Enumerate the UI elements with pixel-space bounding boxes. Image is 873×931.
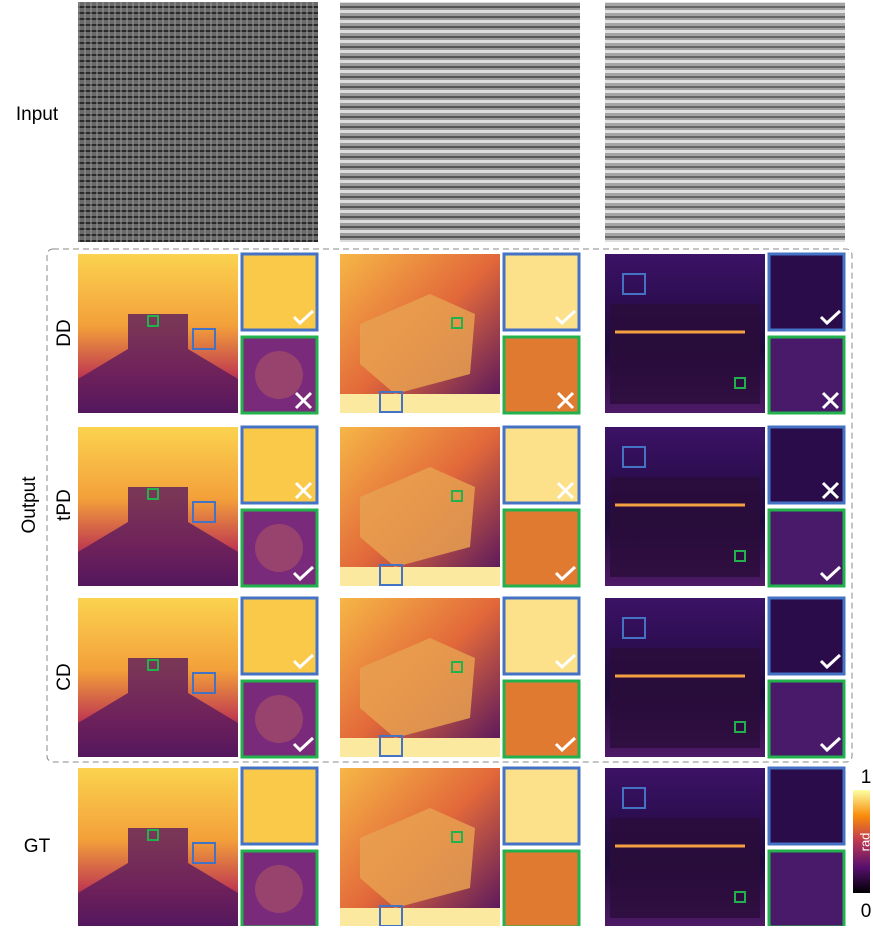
colorbar-min: 0	[861, 901, 872, 922]
figure: Input Output DD tPD CD GT 1 0 rad	[0, 0, 873, 926]
zoom-detail	[255, 351, 303, 399]
zoom-blue	[504, 768, 579, 844]
zoom-blue	[769, 768, 844, 844]
zoom-detail	[255, 865, 303, 913]
paper-strip	[340, 738, 500, 757]
paper-strip	[340, 908, 500, 926]
image-grid	[78, 2, 845, 926]
row-label: CD	[54, 663, 75, 690]
zoom-detail	[255, 524, 303, 572]
input-image	[340, 2, 580, 242]
row-label: DD	[54, 319, 75, 346]
row-label: Input	[16, 104, 59, 125]
row-label: Output	[19, 476, 40, 534]
zoom-green	[769, 851, 844, 926]
colorbar-unit: rad	[857, 833, 872, 852]
colorbar-max: 1	[861, 767, 872, 788]
row-label: tPD	[54, 489, 75, 521]
input-image	[605, 2, 845, 242]
zoom-detail	[255, 695, 303, 743]
paper-strip	[340, 567, 500, 586]
row-label: GT	[24, 836, 51, 857]
zoom-green	[504, 851, 579, 926]
paper-strip	[340, 394, 500, 413]
zoom-blue	[242, 768, 317, 844]
input-image	[78, 2, 318, 242]
